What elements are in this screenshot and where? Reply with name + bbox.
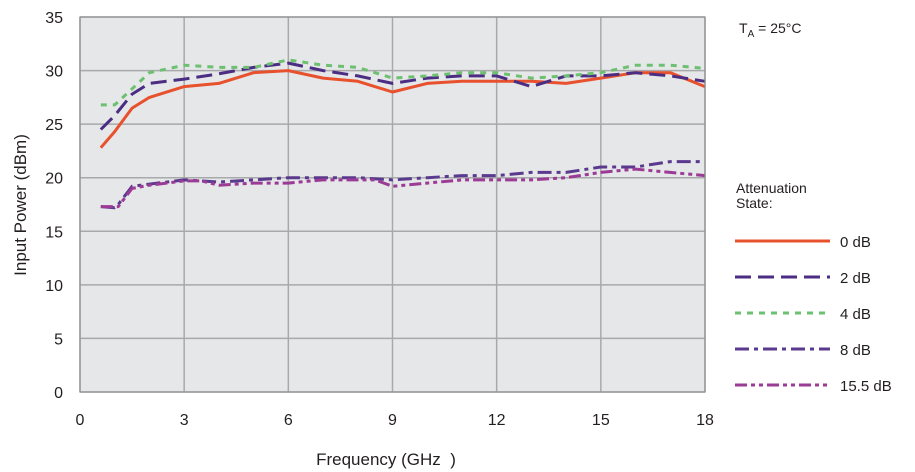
y-tick-label: 10 — [45, 278, 63, 295]
y-tick-label: 25 — [45, 117, 63, 134]
annotation-main: T — [739, 20, 748, 36]
temperature-annotation: TA = 25°C — [739, 20, 801, 40]
legend-label: 0 dB — [840, 234, 871, 251]
y-tick-label: 5 — [54, 331, 63, 348]
x-tick-label: 3 — [180, 412, 189, 429]
y-tick-label: 0 — [54, 385, 63, 402]
series-line-8-db — [100, 160, 705, 210]
x-tick-labels: 0 3 6 9 12 15 18 — [76, 412, 714, 429]
x-tick-label: 9 — [388, 412, 397, 429]
series-lines — [99, 58, 706, 210]
x-tick-label: 12 — [488, 412, 506, 429]
legend-label: 4 dB — [840, 306, 871, 323]
y-tick-label: 35 — [45, 10, 63, 27]
legend-title-line-1: Attenuation — [736, 180, 807, 196]
y-tick-label: 20 — [45, 171, 63, 188]
series-line-2-db — [99, 61, 706, 131]
annotation-subscript: A — [747, 28, 755, 40]
annotation-rest: = 25°C — [754, 20, 802, 36]
legend-label: 2 dB — [840, 270, 871, 287]
x-tick-label: 15 — [592, 412, 610, 429]
y-tick-label: 30 — [45, 64, 63, 81]
y-tick-labels: 0 5 10 15 20 25 30 35 — [45, 10, 63, 402]
y-axis-label: Input Power (dBm) — [11, 134, 30, 276]
legend-label: 8 dB — [840, 342, 871, 359]
series-line-0-db — [99, 69, 706, 149]
series-line-4-db — [100, 58, 706, 107]
plot-frame — [79, 16, 706, 393]
series-line-15-5-db — [100, 167, 706, 209]
x-axis-label: Frequency (GHz ) — [316, 450, 456, 469]
y-tick-label: 15 — [45, 224, 63, 241]
legend-title: Attenuation State: — [736, 181, 856, 211]
legend-label: 15.5 dB — [840, 378, 892, 395]
x-tick-label: 6 — [284, 412, 293, 429]
legend: 0 dB 2 dB 4 dB 8 dB 15.5 dB — [735, 234, 892, 395]
x-tick-label: 0 — [76, 412, 85, 429]
x-tick-label: 18 — [696, 412, 714, 429]
legend-title-line-2: State: — [736, 195, 773, 211]
